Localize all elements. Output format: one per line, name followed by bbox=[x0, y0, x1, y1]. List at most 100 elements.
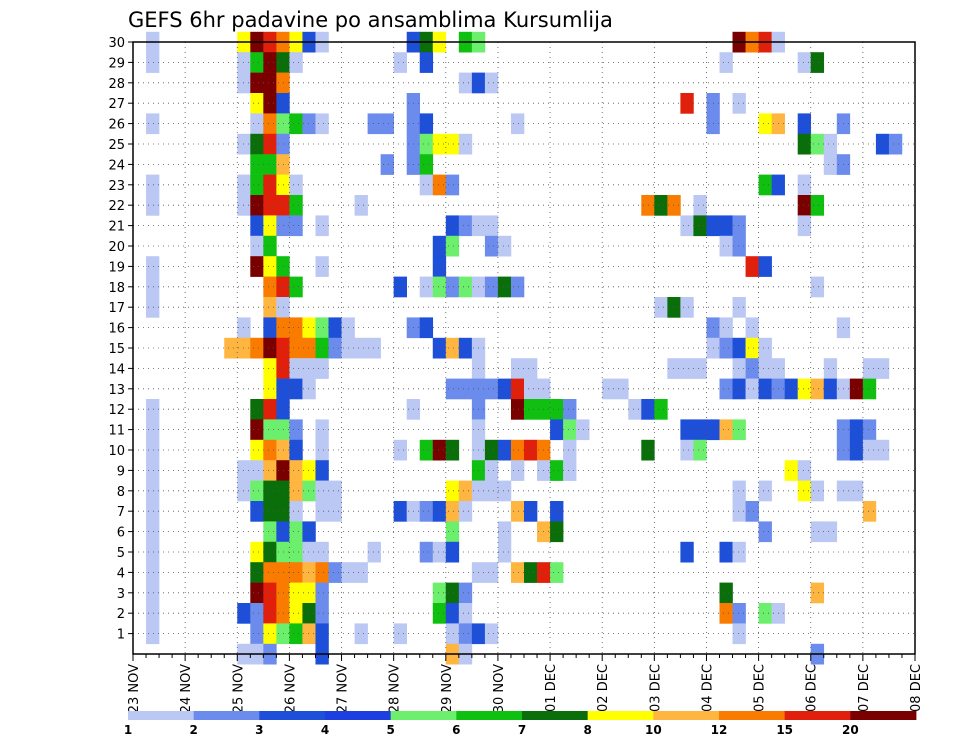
heatmap-cell bbox=[250, 501, 264, 522]
x-tick-label: 26 NOV bbox=[283, 664, 298, 713]
heatmap-cell bbox=[693, 195, 707, 216]
heatmap-cell bbox=[497, 521, 512, 543]
heatmap-cell bbox=[654, 297, 668, 318]
heatmap-cell bbox=[419, 501, 434, 522]
heatmap-cell bbox=[250, 541, 264, 563]
heatmap-cell bbox=[250, 603, 264, 624]
heatmap-cell bbox=[302, 337, 316, 359]
x-tick-label: 24 NOV bbox=[179, 664, 194, 713]
heatmap-cell bbox=[719, 582, 733, 604]
heatmap-cell bbox=[524, 358, 538, 379]
heatmap-cell bbox=[367, 541, 381, 563]
heatmap-cell bbox=[719, 378, 733, 400]
heatmap-cell bbox=[328, 562, 342, 583]
heatmap-cell bbox=[615, 378, 629, 400]
heatmap-cell bbox=[302, 603, 316, 624]
heatmap-cell bbox=[849, 378, 864, 400]
x-tick-label: 06 DEC bbox=[805, 664, 820, 712]
heatmap-cell bbox=[445, 276, 460, 298]
heatmap-cell bbox=[510, 439, 525, 461]
heatmap-cell bbox=[719, 603, 733, 624]
heatmap-cell bbox=[250, 337, 264, 359]
colorbar-label: 4 bbox=[321, 723, 329, 737]
heatmap-cell bbox=[550, 399, 564, 420]
colorbar-label: 12 bbox=[711, 723, 728, 737]
heatmap-cell bbox=[758, 337, 772, 359]
heatmap-cell bbox=[758, 174, 772, 196]
heatmap-cell bbox=[797, 460, 812, 481]
colorbar-label: 15 bbox=[776, 723, 793, 737]
heatmap-cell bbox=[849, 439, 864, 461]
heatmap-cell bbox=[758, 378, 772, 400]
y-tick-label: 14 bbox=[108, 362, 125, 377]
x-tick-label: 30 NOV bbox=[492, 664, 507, 713]
heatmap-cell bbox=[497, 480, 512, 502]
heatmap-cell bbox=[758, 113, 772, 135]
heatmap-cell bbox=[315, 337, 329, 359]
heatmap-cell bbox=[250, 195, 264, 216]
heatmap-cell bbox=[458, 337, 473, 359]
heatmap-cell bbox=[393, 52, 407, 73]
heatmap-cell bbox=[732, 297, 746, 318]
heatmap-cell bbox=[146, 501, 160, 522]
heatmap-cell bbox=[263, 215, 277, 237]
heatmap-cell bbox=[810, 582, 825, 604]
y-tick-label: 4 bbox=[117, 566, 125, 581]
heatmap-cell bbox=[302, 562, 316, 583]
heatmap-cell bbox=[458, 215, 473, 237]
heatmap-cell bbox=[797, 52, 812, 73]
heatmap-cell bbox=[367, 337, 381, 359]
heatmap-cell bbox=[550, 419, 564, 441]
heatmap-cell bbox=[289, 195, 303, 216]
heatmap-cell bbox=[315, 113, 329, 135]
heatmap-cell bbox=[445, 480, 460, 502]
heatmap-cell bbox=[641, 195, 655, 216]
heatmap-cell bbox=[315, 501, 329, 522]
heatmap-cell bbox=[784, 378, 798, 400]
heatmap-cell bbox=[419, 317, 434, 339]
y-tick-label: 5 bbox=[117, 546, 125, 561]
heatmap-cell bbox=[510, 113, 525, 135]
heatmap-cell bbox=[289, 337, 303, 359]
heatmap-cell bbox=[146, 52, 160, 73]
heatmap-cell bbox=[732, 480, 746, 502]
x-tick-label: 23 NOV bbox=[127, 664, 142, 713]
heatmap-cell bbox=[250, 133, 264, 155]
heatmap-cell bbox=[328, 501, 342, 522]
heatmap-cell bbox=[458, 480, 473, 502]
heatmap-cell bbox=[732, 358, 746, 379]
colorbar-label: 1 bbox=[124, 723, 132, 737]
heatmap-cell bbox=[862, 501, 877, 522]
heatmap-cell bbox=[810, 276, 825, 298]
heatmap-cell bbox=[354, 337, 368, 359]
heatmap-cell bbox=[263, 174, 277, 196]
y-tick-label: 10 bbox=[108, 444, 125, 459]
heatmap-cell bbox=[263, 521, 277, 543]
heatmap-cells bbox=[146, 31, 903, 665]
heatmap-cell bbox=[263, 541, 277, 563]
heatmap-cell bbox=[497, 378, 512, 400]
heatmap-cell bbox=[810, 133, 825, 155]
heatmap-cell bbox=[289, 358, 303, 379]
heatmap-cell bbox=[563, 419, 577, 441]
heatmap-cell bbox=[263, 72, 277, 94]
heatmap-cell bbox=[732, 623, 746, 645]
heatmap-cell bbox=[563, 460, 577, 481]
heatmap-cell bbox=[680, 358, 694, 379]
heatmap-cell bbox=[732, 501, 746, 522]
heatmap-cell bbox=[510, 276, 525, 298]
heatmap-cell bbox=[667, 297, 681, 318]
heatmap-cell bbox=[445, 133, 460, 155]
heatmap-cell bbox=[458, 133, 473, 155]
heatmap-cell bbox=[250, 52, 264, 73]
heatmap-cell bbox=[289, 174, 303, 196]
heatmap-cell bbox=[550, 460, 564, 481]
x-tick-label: 29 NOV bbox=[440, 664, 455, 713]
heatmap-cell bbox=[693, 439, 707, 461]
x-tick-label: 25 NOV bbox=[231, 664, 246, 713]
heatmap-cell bbox=[484, 378, 499, 400]
heatmap-cell bbox=[419, 541, 434, 563]
heatmap-cell bbox=[146, 113, 160, 135]
heatmap-cell bbox=[862, 439, 877, 461]
heatmap-cell bbox=[146, 541, 160, 563]
